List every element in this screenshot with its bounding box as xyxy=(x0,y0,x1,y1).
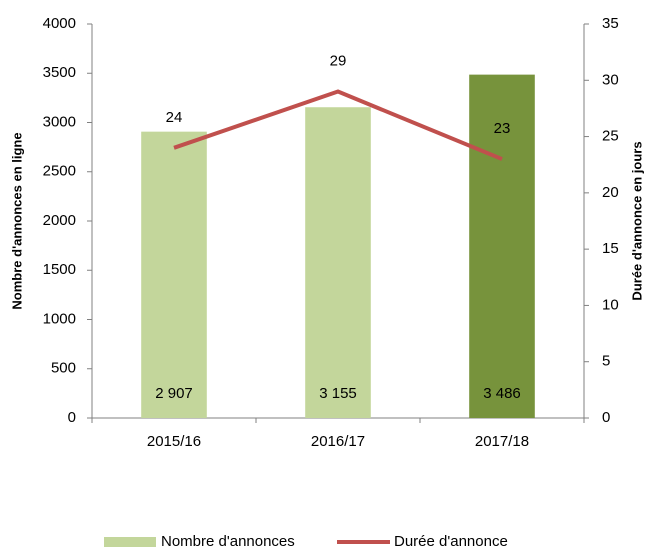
line-label: 24 xyxy=(166,109,183,126)
line-label: 29 xyxy=(330,53,347,70)
y-tick-label: 0 xyxy=(68,409,76,426)
y2-tick-label: 5 xyxy=(602,353,610,370)
legend-swatch xyxy=(104,537,156,547)
line-label: 23 xyxy=(494,120,511,137)
y2-tick-label: 15 xyxy=(602,240,619,257)
y2-tick-label: 10 xyxy=(602,296,619,313)
y-tick-label: 1000 xyxy=(43,310,76,327)
bar xyxy=(305,107,371,419)
y2-tick-label: 30 xyxy=(602,71,619,88)
bar-label: 2 907 xyxy=(155,385,193,402)
line xyxy=(173,89,503,161)
y-tick-label: 3500 xyxy=(43,64,76,81)
y-tick-label: 500 xyxy=(51,360,76,377)
legend-label: Durée d'annonce xyxy=(394,533,508,550)
x-tick-label: 2016/17 xyxy=(311,433,365,450)
bar-label: 3 486 xyxy=(483,385,521,402)
y-axis-title: Nombre d'annonces en ligne xyxy=(9,132,24,309)
y-tick-label: 1500 xyxy=(43,261,76,278)
x-tick-label: 2015/16 xyxy=(147,433,201,450)
x-tick-label: 2017/18 xyxy=(475,433,529,450)
y2-tick-label: 25 xyxy=(602,128,619,145)
y-tick-label: 2000 xyxy=(43,212,76,229)
y2-tick-label: 35 xyxy=(602,15,619,32)
legend-label: Nombre d'annonces xyxy=(161,533,295,550)
y2-axis-title: Durée d'annonce en jours xyxy=(629,141,644,300)
y-tick-label: 3000 xyxy=(43,113,76,130)
y2-tick-label: 20 xyxy=(602,184,619,201)
y-tick-label: 2500 xyxy=(43,163,76,180)
bar xyxy=(141,131,207,418)
y2-tick-label: 0 xyxy=(602,409,610,426)
y-tick-label: 4000 xyxy=(43,15,76,32)
bar xyxy=(469,74,535,418)
bar-label: 3 155 xyxy=(319,385,357,402)
